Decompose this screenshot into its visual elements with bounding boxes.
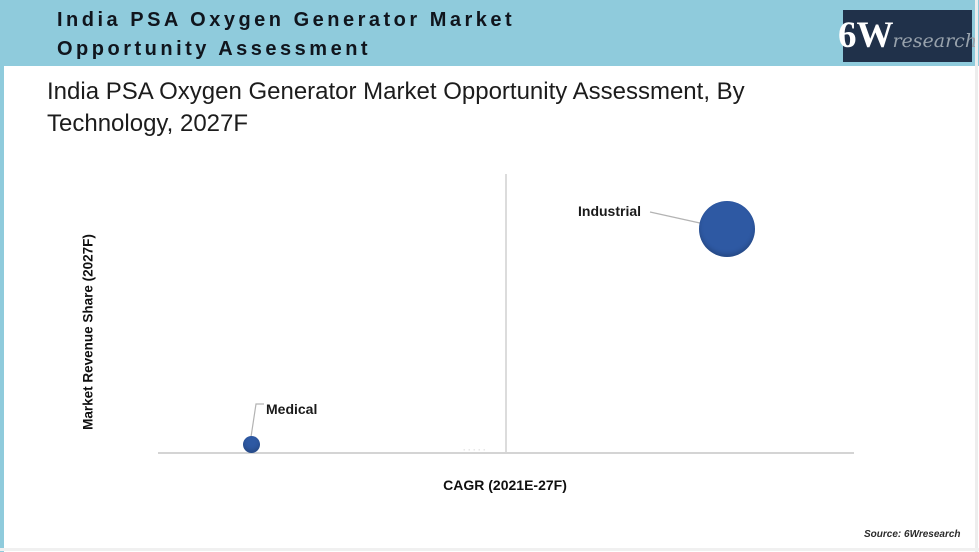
y-axis-label: Market Revenue Share (2027F): [80, 234, 96, 430]
medical-leader-line: [250, 403, 264, 438]
x-axis-label: CAGR (2021E-27F): [443, 477, 567, 493]
page-title-line2: Opportunity Assessment: [57, 38, 372, 60]
source-note: Source: 6Wresearch: [864, 529, 961, 540]
chart-title: India PSA Oxygen Generator Market Opport…: [47, 76, 877, 140]
chart-title-line2: Technology, 2027F: [47, 110, 249, 137]
x-axis-line: [158, 452, 854, 454]
bubble-industrial: [699, 201, 755, 257]
left-border-strip: [0, 0, 4, 552]
bottom-border-edge: [0, 548, 979, 551]
industrial-label: Industrial: [578, 203, 642, 219]
right-border-edge: [975, 0, 978, 552]
medical-label: Medical: [266, 401, 318, 417]
brand-logo-research: research: [892, 30, 978, 52]
brand-logo: 6W research: [838, 10, 977, 62]
page-title-line1: India PSA Oxygen Generator Market: [57, 9, 516, 31]
brand-logo-6w: 6W: [837, 15, 894, 56]
vertical-gridline: [505, 174, 507, 453]
page-title: India PSA Oxygen Generator Market Opport…: [57, 6, 515, 64]
axis-faint-dots: ·····: [463, 445, 488, 455]
header-band: India PSA Oxygen Generator Market Opport…: [0, 0, 979, 66]
chart-title-line1: India PSA Oxygen Generator Market Opport…: [47, 78, 745, 105]
bubble-medical: [243, 436, 260, 453]
